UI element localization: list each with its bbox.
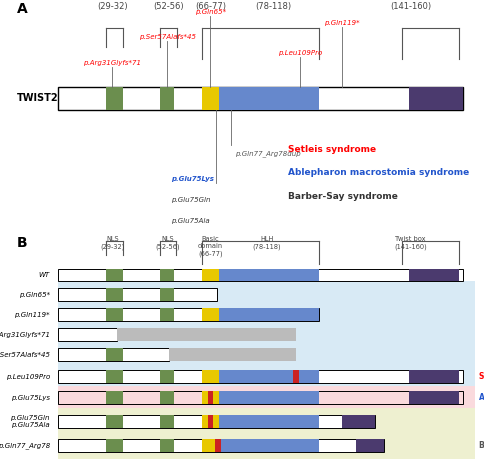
Bar xyxy=(160,415,174,428)
Bar xyxy=(58,281,474,386)
Text: p.Glu75Gln: p.Glu75Gln xyxy=(170,197,210,203)
Bar xyxy=(408,391,458,404)
Text: (141-160): (141-160) xyxy=(389,2,430,11)
Bar xyxy=(214,439,220,452)
Bar xyxy=(218,415,318,428)
Text: Setleis syndrome: Setleis syndrome xyxy=(479,372,484,381)
Bar xyxy=(106,370,122,383)
Text: p.Gln65*: p.Gln65* xyxy=(19,292,50,298)
Bar xyxy=(58,370,462,383)
Text: B: B xyxy=(16,236,27,250)
Bar xyxy=(106,87,122,110)
Text: (52-56): (52-56) xyxy=(153,2,183,11)
Text: WT: WT xyxy=(39,272,50,278)
Bar xyxy=(160,391,174,404)
Text: p.Gln119*: p.Gln119* xyxy=(323,20,359,26)
Bar xyxy=(106,308,122,321)
Bar xyxy=(116,328,295,341)
Bar xyxy=(202,269,218,281)
Bar xyxy=(218,308,318,321)
Bar xyxy=(58,308,318,321)
Text: (29-32): (29-32) xyxy=(97,2,127,11)
Bar xyxy=(202,308,218,321)
Text: Setleis syndrome: Setleis syndrome xyxy=(287,145,375,154)
Text: TWIST2: TWIST2 xyxy=(16,93,58,103)
Bar xyxy=(202,87,218,110)
Text: Barber-Say syndrome: Barber-Say syndrome xyxy=(479,441,484,450)
Bar xyxy=(202,415,218,428)
Text: p.Gln65*: p.Gln65* xyxy=(195,9,226,15)
Text: NLS
(52-56): NLS (52-56) xyxy=(155,236,180,250)
Bar xyxy=(408,370,458,383)
Bar xyxy=(356,439,383,452)
Bar xyxy=(160,288,174,301)
Text: p.Glu75Lys: p.Glu75Lys xyxy=(11,395,50,401)
Bar xyxy=(106,439,122,452)
Text: p.Arg31Glyfs*71: p.Arg31Glyfs*71 xyxy=(0,332,50,337)
Text: p.Glu75Lys: p.Glu75Lys xyxy=(170,176,213,182)
Bar xyxy=(58,288,216,301)
Bar xyxy=(207,415,213,428)
Text: HLH
(78-118): HLH (78-118) xyxy=(252,236,281,250)
Text: p.Leu109Pro: p.Leu109Pro xyxy=(277,50,321,56)
Text: p.Gln77_Arg78dup: p.Gln77_Arg78dup xyxy=(235,150,301,156)
Bar xyxy=(218,391,318,404)
Bar xyxy=(202,439,218,452)
Text: p.Gln77_Arg78: p.Gln77_Arg78 xyxy=(0,442,50,449)
Bar xyxy=(106,269,122,281)
Text: Basic
domain
(66-77): Basic domain (66-77) xyxy=(197,236,223,257)
Text: p.Glu75Gln
p.Glu75Ala: p.Glu75Gln p.Glu75Ala xyxy=(10,415,50,428)
Bar xyxy=(202,370,218,383)
Bar xyxy=(106,288,122,301)
Bar xyxy=(160,308,174,321)
Bar xyxy=(58,386,474,408)
Text: p.Gln119*: p.Gln119* xyxy=(14,312,50,318)
Bar xyxy=(218,439,318,452)
Text: p.Ser57Alafs*45: p.Ser57Alafs*45 xyxy=(0,351,50,358)
Bar xyxy=(218,269,318,281)
Bar xyxy=(58,439,383,452)
Bar xyxy=(58,328,116,341)
Bar xyxy=(341,415,375,428)
Text: p.Ser57Alafs*45: p.Ser57Alafs*45 xyxy=(139,34,196,40)
Bar xyxy=(292,370,298,383)
Bar xyxy=(218,370,318,383)
Bar xyxy=(58,415,375,428)
Bar xyxy=(160,269,174,281)
Bar xyxy=(160,370,174,383)
Bar xyxy=(58,408,474,459)
Text: Ablepharon macrostomia syndrome: Ablepharon macrostomia syndrome xyxy=(287,168,468,177)
Text: p.Glu75Ala: p.Glu75Ala xyxy=(170,218,209,224)
Text: Ablepharon macrostomia syndrome: Ablepharon macrostomia syndrome xyxy=(479,393,484,402)
Bar xyxy=(58,348,168,361)
Bar xyxy=(168,348,295,361)
Bar xyxy=(58,269,462,281)
Bar xyxy=(218,87,318,110)
Bar xyxy=(160,439,174,452)
Text: (66-77): (66-77) xyxy=(195,2,226,11)
Bar xyxy=(106,348,122,361)
Text: NLS
(29-32): NLS (29-32) xyxy=(100,236,124,250)
Bar xyxy=(58,87,462,110)
Text: (78-118): (78-118) xyxy=(255,2,290,11)
Bar xyxy=(58,391,462,404)
Bar xyxy=(106,415,122,428)
Bar xyxy=(408,269,458,281)
Text: Twist box
(141-160): Twist box (141-160) xyxy=(393,236,426,250)
Bar xyxy=(408,87,462,110)
Bar xyxy=(202,391,218,404)
Bar xyxy=(106,391,122,404)
Text: p.Leu109Pro: p.Leu109Pro xyxy=(6,374,50,380)
Bar xyxy=(160,87,174,110)
Bar xyxy=(207,391,213,404)
Text: A: A xyxy=(16,2,27,16)
Text: Barber-Say syndrome: Barber-Say syndrome xyxy=(287,192,397,201)
Text: p.Arg31Glyfs*71: p.Arg31Glyfs*71 xyxy=(83,59,141,66)
